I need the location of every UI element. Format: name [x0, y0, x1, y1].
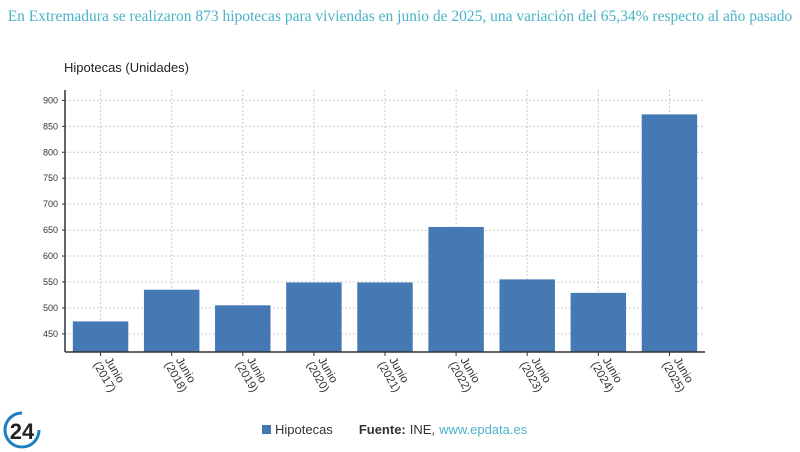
- y-axis-label: Hipotecas (Unidades): [64, 60, 190, 75]
- bar: [72, 321, 129, 352]
- svg-text:24: 24: [10, 419, 35, 444]
- y-tick-label: 850: [43, 121, 58, 131]
- logo-24-icon: 24: [3, 411, 41, 449]
- bar: [499, 279, 555, 352]
- x-tick-label: Junio(2018): [162, 354, 199, 395]
- legend-label: Hipotecas: [275, 422, 333, 437]
- x-tick-label: Junio(2025): [659, 354, 696, 395]
- bar: [215, 305, 271, 352]
- x-tick-label: Junio(2024): [588, 354, 625, 395]
- source-link[interactable]: www.epdata.es: [439, 422, 528, 437]
- y-tick-label: 700: [43, 199, 58, 209]
- x-tick-label: Junio(2019): [233, 354, 270, 395]
- x-tick-label: Junio(2021): [375, 354, 412, 395]
- legend-swatch: [262, 425, 271, 434]
- x-tick-label: Junio(2020): [304, 354, 341, 395]
- y-tick-label: 450: [43, 329, 58, 339]
- y-tick-label: 550: [43, 277, 58, 287]
- bar: [357, 282, 413, 352]
- source-label: Fuente:: [358, 422, 406, 437]
- bar: [143, 289, 200, 352]
- y-tick-label: 600: [43, 251, 58, 261]
- legend: Hipotecas Fuente: INE, www.epdata.es: [262, 422, 527, 437]
- bar: [641, 114, 698, 352]
- source-org: INE,: [409, 422, 436, 437]
- x-tick-label: Junio(2022): [446, 354, 483, 395]
- chart-title: En Extremadura se realizaron 873 hipotec…: [7, 8, 793, 25]
- y-tick-label: 500: [43, 303, 58, 313]
- y-tick-label: 900: [43, 95, 58, 105]
- bar: [570, 292, 627, 352]
- bar: [286, 282, 342, 352]
- bar: [428, 226, 484, 352]
- x-tick-label: Junio(2017): [91, 354, 128, 395]
- y-tick-label: 750: [43, 173, 58, 183]
- y-tick-label: 650: [43, 225, 58, 235]
- x-tick-label: Junio(2023): [517, 354, 554, 395]
- y-tick-label: 800: [43, 147, 58, 157]
